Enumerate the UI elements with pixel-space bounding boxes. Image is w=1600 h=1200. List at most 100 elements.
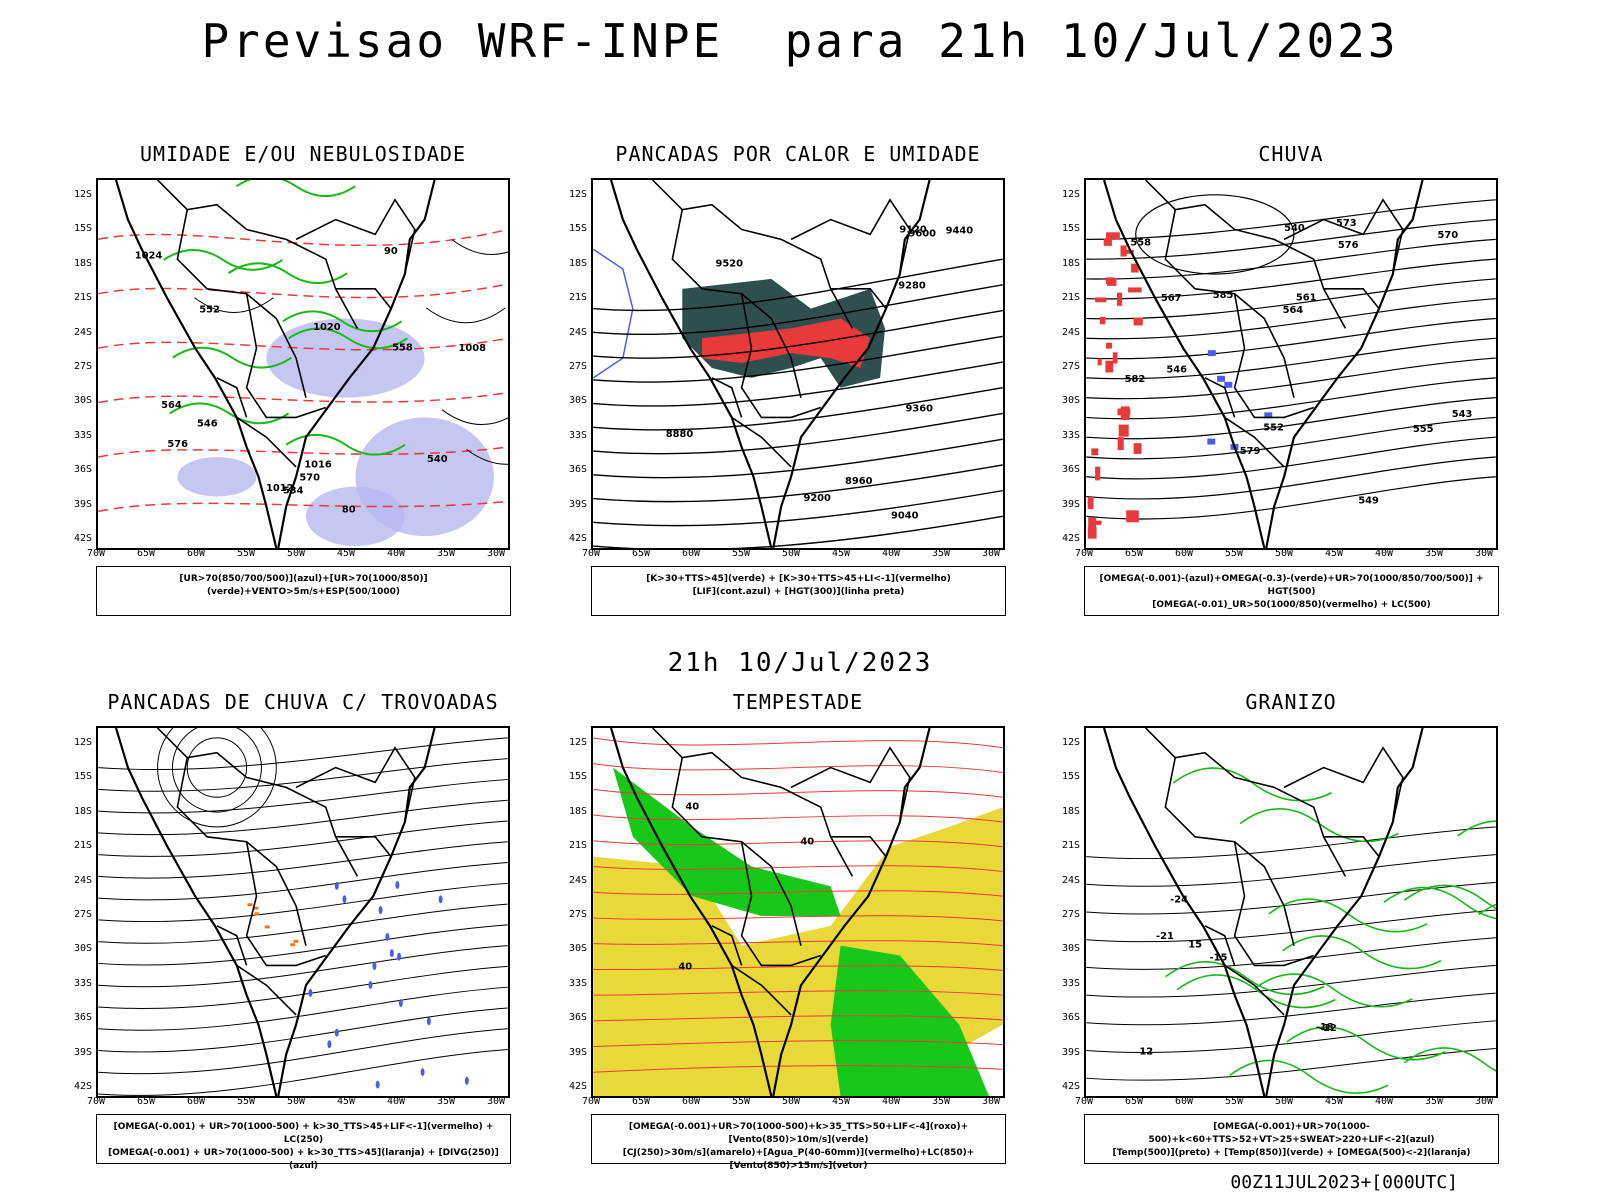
country-border <box>711 925 743 966</box>
map-svg <box>98 728 508 1096</box>
hgt300-contour <box>593 438 1003 479</box>
country-border <box>216 925 248 966</box>
streamline-850 <box>593 890 1003 897</box>
panel-title: TEMPESTADE <box>732 690 864 714</box>
temp850-contour <box>1176 974 1336 1009</box>
latitude-label: 36S <box>568 464 587 476</box>
storm-cell <box>264 925 270 929</box>
map-svg: -12 -15 -18 -21 -24 15 12 <box>1086 728 1496 1096</box>
hgt500-contour <box>1086 436 1496 480</box>
temp500-contour <box>1086 909 1496 943</box>
divergence-cell <box>334 881 339 890</box>
latitude-label: 24S <box>73 874 92 886</box>
contour-label: 15 <box>1188 939 1202 950</box>
streamline-850 <box>593 1065 1003 1073</box>
streamline-850 <box>593 763 1003 774</box>
country-border <box>157 180 359 329</box>
latitude-label: 12S <box>1061 189 1080 200</box>
latitude-label: 33S <box>568 429 587 441</box>
latitude-label: 12S <box>1061 737 1080 748</box>
divergence-cell <box>342 895 347 904</box>
contour-label: 1012 <box>266 483 294 494</box>
country-border <box>335 288 392 310</box>
latitude-label: 15S <box>1061 223 1080 235</box>
contour-label: 9280 <box>898 280 926 291</box>
map-svg: 9600 9520 9440 9360 9280 9200 9120 9040 8960 8880 <box>593 180 1003 548</box>
coastline-west <box>1102 728 1266 1096</box>
thickness-contour <box>98 500 508 513</box>
temp500-contour <box>1086 937 1496 970</box>
country-border <box>830 288 887 310</box>
coastline-east <box>1265 180 1424 548</box>
hgt500-contour <box>1086 397 1496 440</box>
humidity-contour <box>236 180 356 197</box>
omega-cell <box>1207 438 1216 445</box>
legend-line: [OMEGA(-0.001) + UR>70(1000-500) + k>30_… <box>113 1122 494 1145</box>
streamline <box>98 1028 508 1075</box>
rain-cell <box>1118 424 1129 437</box>
hgt500-contour <box>1135 194 1295 275</box>
latitude-label: 30S <box>568 943 587 955</box>
longitude-label: 60W <box>1174 548 1194 559</box>
hgt500-contour <box>1086 298 1496 340</box>
latitude-label: 27S <box>568 909 587 920</box>
legend-line: [OMEGA(-0.001)-(azul)+OMEGA(-0.3)-(verde… <box>1099 574 1484 597</box>
latitude-label: 24S <box>568 326 587 338</box>
hgt500-contour <box>1086 218 1496 260</box>
legend-line: [OMEGA(-0.001)+UR>70(1000-500)+k>35_TTS>… <box>628 1122 969 1145</box>
contour-label: 558 <box>1130 237 1151 248</box>
contour-label: 552 <box>1263 423 1284 434</box>
longitude-label: 45W <box>336 1096 356 1107</box>
humidity-blob <box>177 456 257 497</box>
longitude-label: 65W <box>136 548 156 559</box>
rain-cell <box>1125 249 1134 254</box>
latitude-label: 42S <box>73 1081 92 1092</box>
divergence-cell <box>308 988 313 997</box>
hgt300-contour <box>593 515 1003 548</box>
divergence-cell <box>334 1028 339 1037</box>
longitude-label: 55W <box>731 548 751 559</box>
contour-label: 80 <box>342 505 356 516</box>
hgt500-contour <box>1086 337 1496 380</box>
longitude-label: 70W <box>581 1096 601 1107</box>
contour-label: 561 <box>1296 293 1317 304</box>
divergence-cell <box>389 949 394 958</box>
hgt500-contour <box>1086 258 1496 300</box>
legend-line: [Temp(500)](preto) + [Temp(850)](verde) … <box>1112 1148 1471 1158</box>
latitude-label: 24S <box>568 874 587 886</box>
contour-label: 552 <box>199 304 220 315</box>
contour-label: 1008 <box>459 343 487 354</box>
streamline <box>98 882 508 923</box>
country-border <box>1204 377 1236 418</box>
latitude-label: 42S <box>568 1081 587 1092</box>
hgt300-contour <box>593 309 1003 359</box>
panel-legend: [OMEGA(-0.001)+UR>70(1000-500)+k>35_TTS>… <box>591 1114 1006 1171</box>
longitude-label: 65W <box>1124 548 1144 559</box>
longitude-label: 70W <box>1074 1096 1094 1107</box>
longitude-label: 50W <box>1274 1096 1294 1107</box>
latitude-label: 42S <box>73 533 92 544</box>
rain-cell <box>1116 292 1123 306</box>
latitude-label: 39S <box>568 1046 587 1058</box>
country-border <box>1145 728 1347 877</box>
latitude-label: 39S <box>1061 498 1080 510</box>
country-border <box>1233 841 1315 967</box>
coastline-west <box>114 728 278 1096</box>
contour-label: 573 <box>1336 218 1357 229</box>
latitude-label: 27S <box>568 361 587 372</box>
rain-cell <box>1120 245 1127 257</box>
hgt500-contour <box>1086 456 1496 500</box>
thickness-contour <box>98 337 508 351</box>
sub-title: 21h 10/Jul/2023 <box>667 648 933 678</box>
streamline-850 <box>593 814 1003 823</box>
longitude-label: 30W <box>1474 1096 1494 1107</box>
country-border <box>1164 209 1295 398</box>
longitude-label: 70W <box>581 548 601 559</box>
storm-cell <box>253 906 259 910</box>
streamline <box>98 862 508 901</box>
latitude-label: 33S <box>73 977 92 989</box>
country-border <box>1323 288 1380 310</box>
country-border <box>245 293 327 419</box>
storm-cell <box>293 939 299 943</box>
